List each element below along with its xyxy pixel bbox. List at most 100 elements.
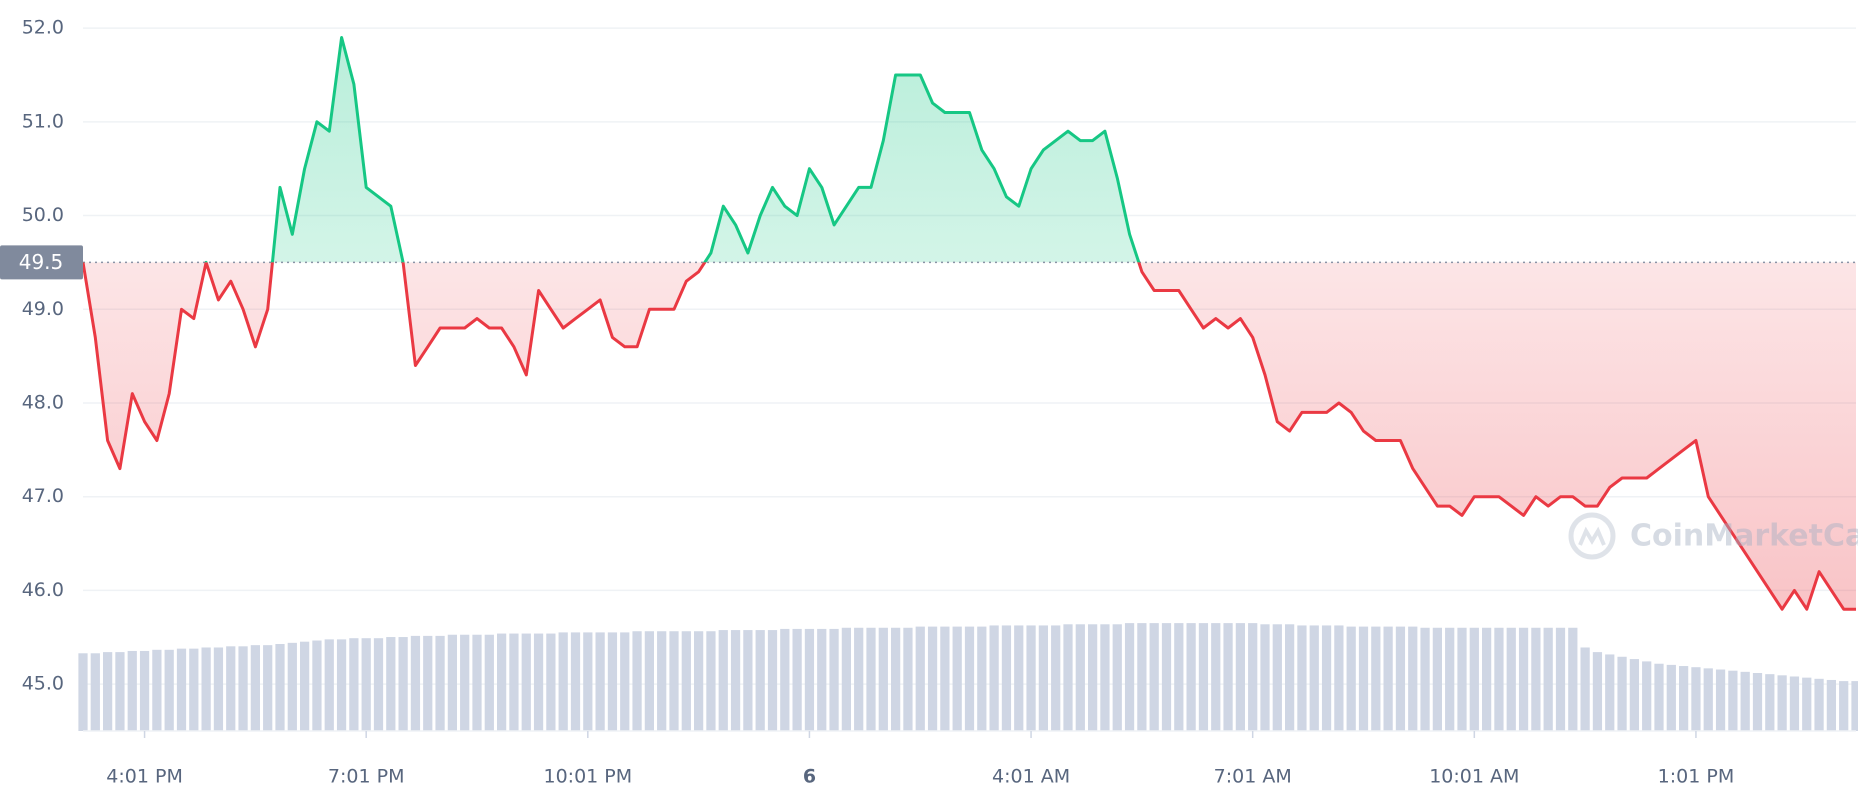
volume-bar: [620, 632, 630, 731]
volume-bar: [324, 639, 334, 731]
volume-bar: [189, 648, 199, 731]
volume-bar: [1457, 627, 1467, 731]
volume-bar: [1789, 676, 1800, 731]
volume-bar: [780, 628, 790, 731]
volume-bar: [767, 630, 778, 731]
volume-bar: [1383, 626, 1393, 731]
y-tick-label: 48.0: [22, 391, 64, 413]
volume-bar: [1358, 626, 1369, 731]
y-tick-label: 52.0: [22, 17, 64, 39]
y-tick-label: 50.0: [22, 204, 64, 226]
volume-bar: [410, 635, 421, 731]
volume-bar: [841, 627, 851, 731]
volume-bar: [1580, 647, 1590, 731]
volume-bar: [854, 627, 864, 731]
volume-bar: [1346, 626, 1356, 731]
volume-bar: [164, 649, 174, 731]
volume-bar: [1026, 625, 1036, 731]
volume-bar: [1297, 625, 1307, 731]
volume-bar: [1555, 627, 1566, 731]
volume-bar: [1075, 624, 1085, 731]
volume-bar: [1432, 627, 1442, 731]
volume-bar: [115, 652, 125, 731]
volume-bar: [1752, 673, 1763, 731]
volume-bar: [1088, 624, 1098, 731]
volume-bar: [509, 633, 519, 731]
volume-bar: [1629, 659, 1639, 731]
volume-bar: [1395, 626, 1406, 731]
volume-bar: [595, 632, 605, 731]
volume-bar: [1149, 623, 1159, 731]
volume-bar: [1518, 627, 1529, 731]
volume-bar: [1469, 627, 1479, 731]
volume-bar: [447, 634, 457, 731]
volume-bar: [1765, 674, 1775, 731]
volume-bar: [1592, 652, 1603, 731]
volume-bar: [250, 645, 260, 731]
volume-bar: [1543, 627, 1553, 731]
volume-bar: [1051, 625, 1061, 731]
volume-bar: [1642, 661, 1652, 731]
volume-bar: [903, 627, 913, 731]
volume-bar: [1654, 663, 1664, 731]
x-tick-label: 1:01 PM: [1658, 766, 1735, 788]
volume-bar: [521, 633, 531, 731]
volume-bar: [1186, 623, 1196, 731]
volume-bar: [866, 627, 876, 731]
volume-bar: [139, 650, 150, 731]
volume-bar: [1309, 625, 1319, 731]
volume-bar: [1715, 669, 1726, 731]
volume-bar: [1161, 623, 1172, 731]
volume-bar: [1100, 624, 1110, 731]
volume-bar: [1112, 624, 1122, 731]
volume-bar: [1617, 656, 1627, 731]
volume-bar: [1851, 681, 1858, 731]
volume-bar: [694, 631, 704, 731]
volume-bar: [213, 647, 224, 731]
volume-bar: [570, 632, 581, 731]
volume-bar: [1740, 671, 1750, 731]
volume-bar: [176, 648, 187, 731]
volume-bar: [669, 631, 679, 731]
volume-bar: [1063, 624, 1073, 731]
volume-bar: [1506, 627, 1516, 731]
volume-bar: [1285, 624, 1295, 731]
x-tick-label: 10:01 PM: [543, 766, 632, 788]
volume-bar: [1272, 624, 1282, 731]
volume-bar: [1371, 626, 1381, 731]
volume-bar: [263, 645, 273, 731]
volume-bar: [1235, 623, 1245, 731]
volume-bar: [300, 641, 310, 731]
x-tick-label: 7:01 PM: [328, 766, 405, 788]
volume-bar: [127, 650, 137, 731]
volume-bar: [632, 631, 642, 731]
volume-bar: [1679, 666, 1689, 731]
volume-bar: [1260, 624, 1270, 731]
volume-bar: [1211, 623, 1221, 731]
volume-bar: [1703, 668, 1713, 731]
volume-bar: [152, 649, 162, 731]
volume-bar: [927, 626, 938, 731]
volume-bar: [373, 638, 384, 731]
baseline-label-box: [0, 245, 83, 280]
volume-bar: [1408, 626, 1418, 731]
volume-bar: [657, 631, 667, 731]
volume-bar: [878, 627, 888, 731]
volume-bar: [940, 626, 950, 731]
x-tick-label: 7:01 AM: [1214, 766, 1292, 788]
x-tick-label: 6: [803, 766, 816, 788]
volume-bar: [312, 640, 322, 731]
volume-bar: [743, 630, 753, 731]
volume-bar: [718, 630, 728, 731]
y-tick-label: 45.0: [22, 673, 64, 695]
x-tick-label: 4:01 PM: [106, 766, 183, 788]
volume-bar: [1420, 627, 1430, 731]
volume-bar: [349, 638, 359, 731]
volume-bar: [1223, 623, 1233, 731]
volume-bar: [546, 633, 556, 731]
volume-bar: [1482, 627, 1492, 731]
volume-bar: [915, 626, 925, 731]
volume-bar: [952, 626, 962, 731]
volume-bar: [558, 632, 568, 731]
